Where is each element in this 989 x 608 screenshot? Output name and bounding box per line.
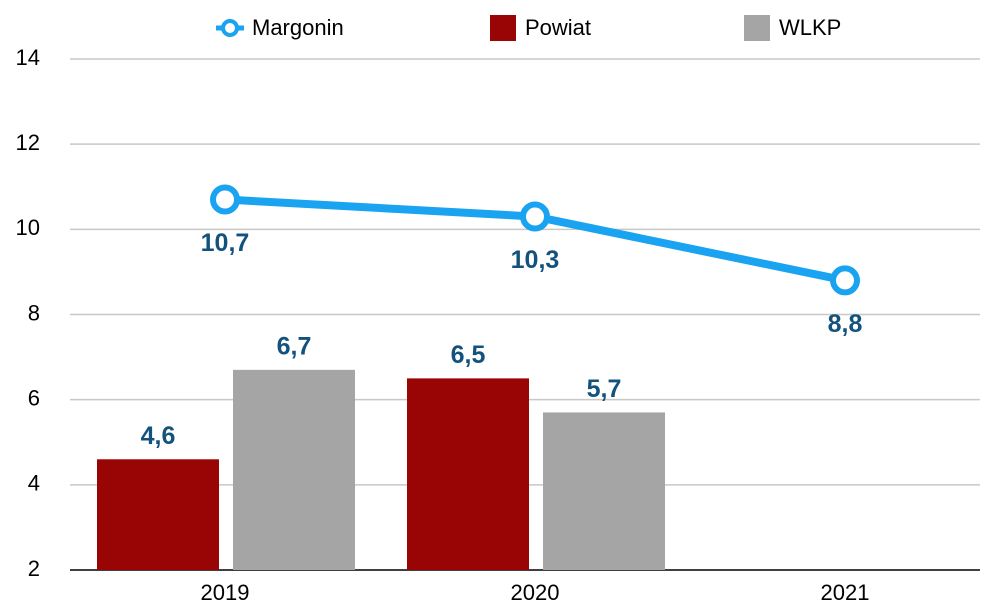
bar bbox=[97, 459, 219, 570]
y-tick-label: 14 bbox=[16, 45, 40, 70]
y-tick-label: 8 bbox=[28, 300, 40, 325]
bar bbox=[407, 378, 529, 570]
value-label: 4,6 bbox=[141, 422, 176, 450]
value-label: 10,3 bbox=[511, 246, 560, 274]
bar bbox=[233, 369, 355, 570]
legend-swatch bbox=[744, 15, 770, 41]
y-tick-label: 10 bbox=[16, 215, 40, 240]
legend-marker bbox=[221, 19, 239, 37]
line-marker bbox=[210, 184, 240, 215]
value-label: 6,7 bbox=[277, 332, 312, 360]
value-label: 6,5 bbox=[451, 341, 486, 369]
line-marker bbox=[520, 201, 550, 232]
x-tick-label: 2021 bbox=[821, 580, 870, 605]
x-tick-label: 2019 bbox=[201, 580, 250, 605]
legend-label: WLKP bbox=[779, 15, 841, 40]
y-tick-label: 2 bbox=[28, 556, 40, 581]
y-tick-label: 12 bbox=[16, 130, 40, 155]
value-label: 10,7 bbox=[201, 229, 250, 257]
y-tick-label: 4 bbox=[28, 471, 40, 496]
value-label: 8,8 bbox=[828, 310, 863, 338]
legend-label: Powiat bbox=[525, 15, 591, 40]
value-label: 5,7 bbox=[587, 375, 622, 403]
legend-label: Margonin bbox=[252, 15, 344, 40]
line-marker bbox=[830, 265, 860, 296]
y-tick-label: 6 bbox=[28, 385, 40, 410]
x-tick-label: 2020 bbox=[511, 580, 560, 605]
legend-swatch bbox=[490, 15, 516, 41]
bar bbox=[543, 412, 665, 570]
